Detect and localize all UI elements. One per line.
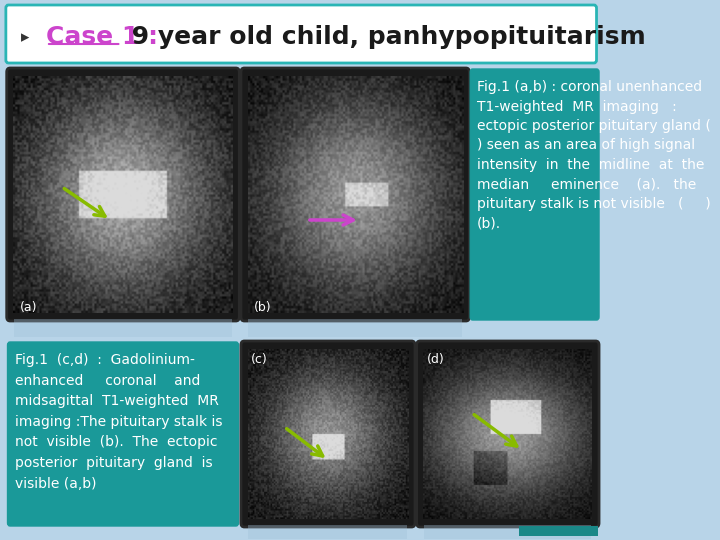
Bar [14,319,232,337]
Bar [248,525,408,539]
Text: Fig.1  (c,d)  :  Gadolinium-
enhanced     coronal    and
midsagittal  T1-weighte: Fig.1 (c,d) : Gadolinium- enhanced coron… [15,353,222,491]
Bar [518,526,598,536]
Text: (d): (d) [427,353,444,366]
Text: Fig.1 (a,b) : coronal unenhanced
T1-weighted  MR  imaging   :
ectopic posterior : Fig.1 (a,b) : coronal unenhanced T1-weig… [477,80,711,231]
FancyBboxPatch shape [241,341,415,527]
FancyBboxPatch shape [6,68,239,321]
Text: ▸: ▸ [21,28,30,46]
FancyBboxPatch shape [6,5,596,63]
FancyBboxPatch shape [417,341,599,527]
FancyBboxPatch shape [241,68,469,321]
Text: (c): (c) [251,353,268,366]
Text: (b): (b) [254,300,272,314]
Text: Case 1 :: Case 1 : [46,25,158,49]
Bar [248,319,462,337]
Text: (a): (a) [20,300,37,314]
FancyBboxPatch shape [7,342,238,526]
Text: 9 year old child, panhypopituitarism: 9 year old child, panhypopituitarism [123,25,646,49]
FancyBboxPatch shape [470,69,599,320]
Bar [424,525,592,539]
